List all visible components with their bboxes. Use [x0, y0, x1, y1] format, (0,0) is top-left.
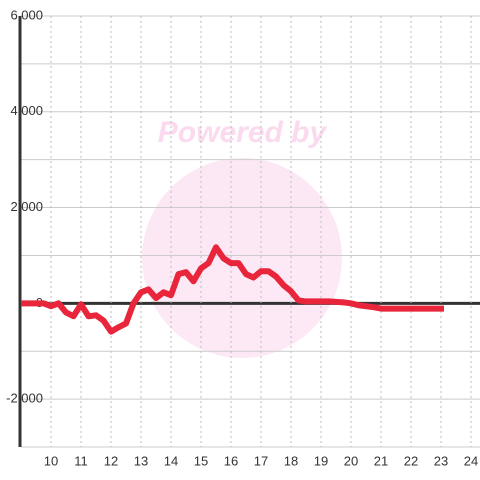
x-tick-label: 16 — [224, 453, 238, 468]
y-tick-label: 2,000 — [10, 199, 43, 214]
x-tick-label: 18 — [284, 453, 298, 468]
x-tick-label: 14 — [164, 453, 178, 468]
y-tick-label: 6,000 — [10, 7, 43, 22]
x-tick-label: 13 — [134, 453, 148, 468]
x-tick-label: 12 — [104, 453, 118, 468]
x-tick-label: 22 — [404, 453, 418, 468]
x-tick-label: 17 — [254, 453, 268, 468]
y-tick-label: 4,000 — [10, 103, 43, 118]
x-tick-label: 20 — [344, 453, 358, 468]
watermark: Powered by — [142, 116, 342, 358]
y-tick-label: -2,000 — [6, 391, 43, 406]
x-tick-label: 10 — [44, 453, 58, 468]
line — [21, 244, 444, 335]
x-tick-label: 19 — [314, 453, 328, 468]
x-tick-label: 24 — [464, 453, 478, 468]
watermark-circle — [142, 158, 342, 358]
x-tick-label: 21 — [374, 453, 388, 468]
x-tick-label: 11 — [74, 453, 88, 468]
watermark-text: Powered by — [158, 116, 328, 149]
x-tick-label: 23 — [434, 453, 448, 468]
x-tick-label: 15 — [194, 453, 208, 468]
